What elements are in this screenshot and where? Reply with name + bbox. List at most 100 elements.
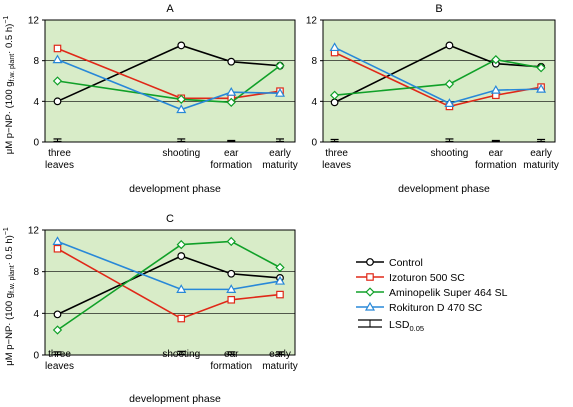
data-point — [227, 295, 236, 304]
y-tick-label: 8 — [311, 56, 317, 67]
data-point — [53, 310, 62, 319]
y-tick-label: 0 — [311, 138, 317, 149]
y-axis-label-sub: f.w. plant — [9, 265, 16, 293]
legend-label: Rokituron D 470 SC — [389, 302, 483, 314]
x-tick-label: ear — [489, 148, 504, 159]
data-point — [275, 61, 285, 71]
data-point — [176, 94, 186, 104]
data-point — [227, 269, 236, 278]
y-tick-label: 4 — [311, 97, 317, 108]
data-point — [52, 76, 63, 86]
series-line-rokituron — [57, 58, 281, 111]
data-point — [53, 44, 62, 53]
data-point — [490, 84, 501, 94]
data-point — [177, 314, 186, 323]
data-point — [52, 325, 63, 335]
panel-title: A — [166, 3, 174, 15]
x-axis-label: development phase — [129, 393, 221, 405]
data-point — [329, 42, 340, 52]
y-tick-label: 4 — [33, 309, 39, 320]
data-point — [176, 284, 187, 293]
y-axis-label-tail: · 0.5 h) — [4, 235, 15, 265]
y-axis-label-main: μM p−NP· (100 g — [4, 81, 15, 154]
y-tick-label: 8 — [33, 267, 39, 278]
data-point — [53, 244, 62, 253]
x-tick-label: maturity — [262, 160, 298, 171]
x-tick-label: early — [530, 148, 552, 159]
data-point — [52, 236, 63, 246]
legend-lsd-label: LSD0.05 — [389, 319, 424, 333]
series-line-rokituron — [334, 46, 542, 105]
panel-title: B — [435, 3, 442, 15]
data-point — [177, 41, 186, 50]
data-point — [276, 290, 284, 299]
series-line-aminopelik — [334, 58, 542, 97]
y-tick-label: 8 — [33, 56, 39, 67]
data-point — [53, 97, 62, 106]
data-point — [444, 79, 455, 89]
data-point — [444, 98, 455, 107]
data-point — [52, 54, 63, 64]
legend-lsd-text: LSD — [389, 319, 410, 331]
plot-area — [44, 19, 296, 143]
x-tick-label: leaves — [45, 160, 74, 171]
series-line-rokituron — [57, 240, 281, 291]
series-line-izoturon — [57, 47, 281, 100]
y-axis-label: μM p−NP· (100 gf.w. plant· 0.5 h)−1 — [3, 16, 16, 155]
data-point — [329, 90, 340, 100]
legend-label: Control — [389, 257, 423, 269]
y-tick-label: 12 — [28, 226, 40, 237]
plot-area — [322, 19, 556, 143]
series-line-control — [57, 255, 281, 316]
x-tick-label: formation — [210, 160, 252, 171]
data-point — [274, 87, 286, 97]
y-tick-label: 4 — [33, 97, 39, 108]
legend-label: Aminopelik Super 464 SL — [389, 287, 508, 299]
x-tick-label: formation — [210, 361, 252, 372]
x-tick-label: shooting — [431, 148, 469, 159]
x-tick-label: ear — [224, 148, 239, 159]
y-tick-label: 0 — [33, 138, 39, 149]
data-point — [226, 236, 236, 247]
series-line-aminopelik — [57, 240, 281, 331]
y-axis-label-main: μM p−NP· (100 g — [4, 293, 15, 366]
series-line-control — [334, 44, 542, 104]
y-tick-label: 0 — [33, 351, 39, 362]
x-tick-label: maturity — [523, 160, 559, 171]
data-point — [226, 86, 237, 96]
legend-marker — [366, 273, 374, 281]
data-point — [330, 98, 339, 107]
y-axis-label-sub: f.w. plant — [9, 54, 16, 82]
x-tick-label: maturity — [262, 361, 298, 372]
data-point — [275, 262, 285, 273]
series-line-izoturon — [57, 248, 281, 320]
y-tick-label: 12 — [306, 16, 318, 27]
panel-title: C — [166, 213, 174, 225]
y-axis-label-tail: · 0.5 h) — [4, 24, 15, 54]
data-point — [445, 41, 454, 50]
legend: Control Izoturon 500 SC Aminopelik Super 4… — [356, 257, 508, 333]
data-point — [176, 104, 187, 114]
legend-marker — [366, 258, 374, 266]
data-point — [536, 63, 546, 73]
y-axis-label-sup: −1 — [3, 227, 10, 235]
legend-marker — [364, 301, 376, 311]
x-tick-label: leaves — [45, 361, 74, 372]
data-point — [226, 284, 237, 293]
data-point — [227, 57, 236, 66]
y-axis-label-sup: −1 — [3, 16, 10, 24]
data-point — [177, 252, 186, 260]
legend-marker — [365, 287, 375, 297]
legend-lsd-subscript: 0.05 — [409, 324, 424, 333]
y-tick-label: 12 — [28, 16, 40, 27]
data-point — [176, 239, 186, 250]
legend-label: Izoturon 500 SC — [389, 272, 465, 284]
series-line-izoturon — [334, 51, 542, 108]
x-tick-label: three — [325, 148, 348, 159]
y-axis-label: μM p−NP· (100 gf.w. plant· 0.5 h)−1 — [3, 227, 16, 366]
x-axis-label: development phase — [129, 183, 221, 195]
data-point — [491, 55, 501, 65]
